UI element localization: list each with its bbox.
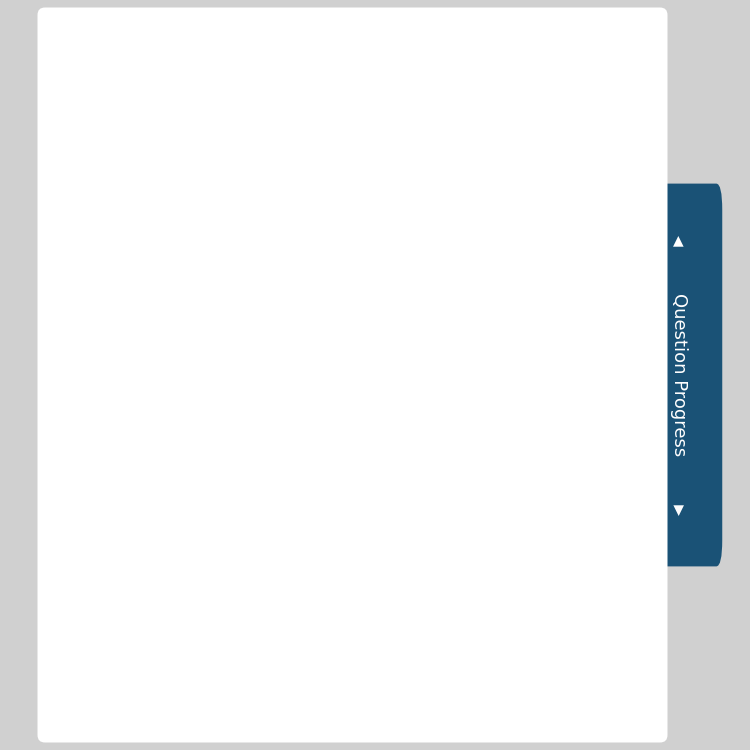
Text: 2: 2: [227, 472, 236, 487]
Text: D. 62,800 ft: D. 62,800 ft: [146, 593, 274, 613]
Text: Question Progress: Question Progress: [670, 293, 688, 457]
Text: of this circle to the nearest: of this circle to the nearest: [108, 309, 398, 328]
Text: A. 314,000,000 ft: A. 314,000,000 ft: [146, 421, 333, 441]
Text: Reset Selection: Reset Selection: [108, 677, 269, 698]
Text: C. 1,256,000,000 ft: C. 1,256,000,000 ft: [146, 536, 355, 556]
Text: 2: 2: [236, 530, 244, 544]
Text: 2: 2: [227, 416, 236, 429]
Text: ▲: ▲: [674, 503, 684, 517]
Text: area is 10,000 feet. Find the area: area is 10,000 feet. Find the area: [108, 256, 466, 276]
Text: talkie can broadcast in a circular: talkie can broadcast in a circular: [108, 151, 459, 171]
Text: A particular model of walkie-: A particular model of walkie-: [108, 98, 417, 118]
Text: ▲: ▲: [674, 233, 684, 247]
Text: B. 100,000,000 ft: B. 100,000,000 ft: [146, 478, 333, 499]
Text: area. The radius of the broadcast: area. The radius of the broadcast: [108, 203, 466, 223]
Text: 2: 2: [205, 587, 214, 602]
FancyBboxPatch shape: [635, 184, 722, 566]
Text: square foot. Use 3.14 for pi.: square foot. Use 3.14 for pi.: [108, 362, 410, 382]
